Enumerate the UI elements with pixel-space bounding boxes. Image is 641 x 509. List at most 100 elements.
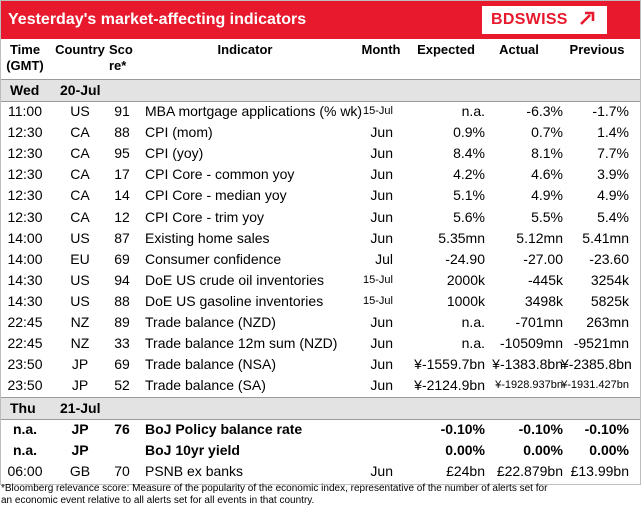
expected-cell: n.a.: [461, 314, 485, 330]
time-cell: 22:45: [7, 335, 43, 352]
month-cell: 15-Jul: [363, 273, 393, 286]
footnote: *Bloomberg relevance score: Measure of t…: [1, 483, 548, 506]
time-cell: 12:30: [7, 187, 43, 204]
score-cell: 87: [114, 229, 130, 246]
previous-cell: 5.4%: [597, 208, 629, 225]
table-row: 12:30 CA 12 CPI Core - trim yoy Jun 5.6% 5.5% 5…: [1, 207, 640, 228]
actual-cell: 5.12mn: [516, 229, 563, 246]
col-indicator: Indicator: [217, 42, 273, 57]
actual-cell: -10509mn: [499, 335, 563, 352]
expected-cell: 4.2%: [453, 166, 485, 183]
actual-cell: -6.3%: [526, 103, 563, 119]
actual-cell: 0.7%: [531, 124, 563, 141]
month-cell: Jun: [370, 377, 393, 394]
score-cell: 70: [114, 463, 130, 480]
previous-cell: -1.7%: [592, 103, 629, 119]
score-cell: 69: [114, 250, 130, 267]
score-cell: 88: [114, 124, 130, 141]
col-time-line1: Time: [9, 42, 41, 57]
col-score: Sco re*: [109, 42, 135, 74]
score-cell: 69: [114, 356, 130, 373]
actual-cell: ¥-1928.937bn: [495, 379, 563, 392]
actual-cell: 4.6%: [531, 166, 563, 183]
previous-cell: ¥-2385.8bn: [561, 356, 632, 373]
time-cell: 22:45: [7, 314, 43, 330]
indicator-cell: BoJ Policy balance rate: [145, 421, 303, 437]
indicator-cell: CPI Core - trim yoy: [145, 208, 265, 225]
expected-cell: n.a.: [461, 103, 485, 119]
indicator-cell: Trade balance (NSA): [145, 356, 276, 373]
country-cell: JP: [71, 442, 89, 459]
previous-cell: 3.9%: [597, 166, 629, 183]
expected-cell: 5.35mn: [438, 229, 485, 246]
time-cell: 14:00: [7, 229, 43, 246]
month-cell: Jun: [370, 145, 393, 162]
score-cell: 94: [114, 271, 130, 288]
month-cell: Jun: [370, 187, 393, 204]
country-cell: US: [70, 229, 90, 246]
time-cell: n.a.: [12, 421, 38, 437]
table-row: 12:30 CA 95 CPI (yoy) Jun 8.4% 8.1% 7.7%: [1, 143, 640, 164]
col-month: Month: [361, 42, 401, 57]
table-row: 23:50 JP 69 Trade balance (NSA) Jun ¥-1559.7b…: [1, 354, 640, 375]
previous-cell: 4.9%: [597, 187, 629, 204]
col-time: Time (GMT): [1, 42, 49, 74]
country-cell: US: [70, 103, 90, 119]
score-cell: 52: [114, 377, 130, 394]
country-cell: EU: [70, 250, 90, 267]
time-cell: 23:50: [7, 356, 43, 373]
previous-cell: 0.00%: [589, 442, 629, 459]
time-cell: 14:30: [7, 292, 43, 309]
expected-cell: n.a.: [461, 335, 485, 352]
day-band-1: Wed 20-Jul: [1, 79, 640, 102]
indicator-cell: PSNB ex banks: [145, 463, 244, 480]
month-cell: Jul: [375, 250, 393, 267]
time-cell: 23:50: [7, 377, 43, 394]
time-cell: 14:00: [7, 250, 43, 267]
expected-cell: 5.6%: [453, 208, 485, 225]
previous-cell: 263mn: [586, 314, 629, 330]
time-cell: 12:30: [7, 208, 43, 225]
country-cell: JP: [71, 377, 89, 394]
country-cell: NZ: [70, 314, 90, 330]
bdswiss-arrow-icon: [580, 11, 595, 25]
time-cell: n.a.: [12, 442, 38, 459]
indicator-cell: Trade balance (NZD): [145, 314, 276, 330]
col-expected: Expected: [417, 42, 475, 57]
month-cell: Jun: [370, 335, 393, 352]
month-cell: Jun: [370, 463, 393, 480]
score-cell: 88: [114, 292, 130, 309]
month-cell: Jun: [370, 314, 393, 330]
expected-cell: 0.9%: [453, 124, 485, 141]
country-cell: NZ: [70, 335, 90, 352]
logo-text: BDSWISS: [491, 11, 568, 28]
actual-cell: 8.1%: [531, 145, 563, 162]
time-cell: 12:30: [7, 145, 43, 162]
month-cell: Jun: [370, 229, 393, 246]
table-row: 12:30 CA 14 CPI Core - median yoy Jun 5.1% 4.9…: [1, 185, 640, 206]
day-date: 21-Jul: [60, 400, 101, 416]
col-country: Country: [55, 42, 105, 57]
score-cell: 14: [114, 187, 130, 204]
country-cell: CA: [70, 145, 90, 162]
indicator-cell: Trade balance 12m sum (NZD): [145, 335, 338, 352]
score-cell: 12: [114, 208, 130, 225]
previous-cell: 5.41mn: [582, 229, 629, 246]
actual-cell: 4.9%: [531, 187, 563, 204]
col-score-line1: Sco: [109, 42, 133, 57]
column-header-row: Time (GMT) Country Sco re* Indicator Mon…: [1, 39, 640, 80]
table-row: 23:50 JP 52 Trade balance (SA) Jun ¥-2124.9bn…: [1, 375, 640, 396]
actual-cell: ¥-1383.8bn: [492, 356, 563, 373]
table-row: 12:30 CA 17 CPI Core - common yoy Jun 4.2% 4.6…: [1, 164, 640, 185]
table-row: n.a. JP BoJ 10yr yield 0.00% 0.00% 0.00%: [1, 440, 640, 461]
score-cell: 91: [114, 103, 130, 119]
month-cell: Jun: [370, 124, 393, 141]
table-row: 22:45 NZ 89 Trade balance (NZD) Jun n.a. -701m…: [1, 312, 640, 333]
time-cell: 06:00: [7, 463, 43, 480]
country-cell: CA: [70, 166, 90, 183]
expected-cell: 1000k: [446, 292, 485, 309]
actual-cell: -445k: [527, 271, 563, 288]
score-cell: 89: [114, 314, 130, 330]
table-row: 14:00 EU 69 Consumer confidence Jul -24.90 -27…: [1, 249, 640, 270]
day-date: 20-Jul: [60, 82, 101, 98]
